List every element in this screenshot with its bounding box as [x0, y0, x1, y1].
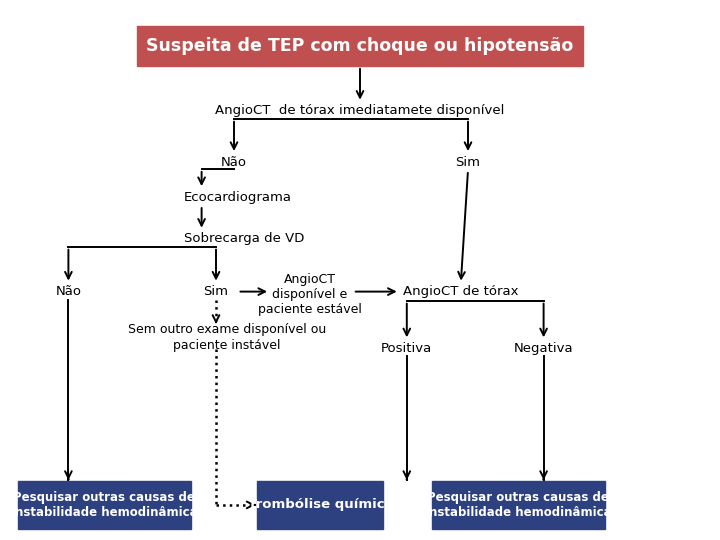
Text: Positiva: Positiva [381, 342, 433, 355]
Text: Sim: Sim [456, 156, 480, 168]
Text: Pesquisar outras causas de
instabilidade hemodinâmica: Pesquisar outras causas de instabilidade… [425, 491, 612, 519]
Text: Suspeita de TEP com choque ou hipotensão: Suspeita de TEP com choque ou hipotensão [146, 37, 574, 55]
FancyBboxPatch shape [18, 481, 191, 529]
Text: Sobrecarga de VD: Sobrecarga de VD [184, 232, 304, 245]
Text: Sim: Sim [204, 285, 228, 298]
Text: AngioCT de tórax: AngioCT de tórax [403, 285, 518, 298]
FancyBboxPatch shape [137, 25, 583, 66]
Text: AngioCT  de tórax imediatamete disponível: AngioCT de tórax imediatamete disponível [215, 104, 505, 117]
Text: AngioCT
disponível e
paciente estável: AngioCT disponível e paciente estável [258, 273, 361, 316]
Text: Negativa: Negativa [514, 342, 573, 355]
Text: Ecocardiograma: Ecocardiograma [184, 191, 292, 204]
Text: Não: Não [55, 285, 81, 298]
FancyBboxPatch shape [258, 481, 383, 529]
Text: Pesquisar outras causas de
instabilidade hemodinâmica: Pesquisar outras causas de instabilidade… [11, 491, 198, 519]
Text: Não: Não [221, 156, 247, 168]
Text: Sem outro exame disponível ou
paciente instável: Sem outro exame disponível ou paciente i… [127, 323, 326, 352]
FancyBboxPatch shape [432, 481, 605, 529]
Text: Trombólise química: Trombólise química [248, 498, 393, 511]
